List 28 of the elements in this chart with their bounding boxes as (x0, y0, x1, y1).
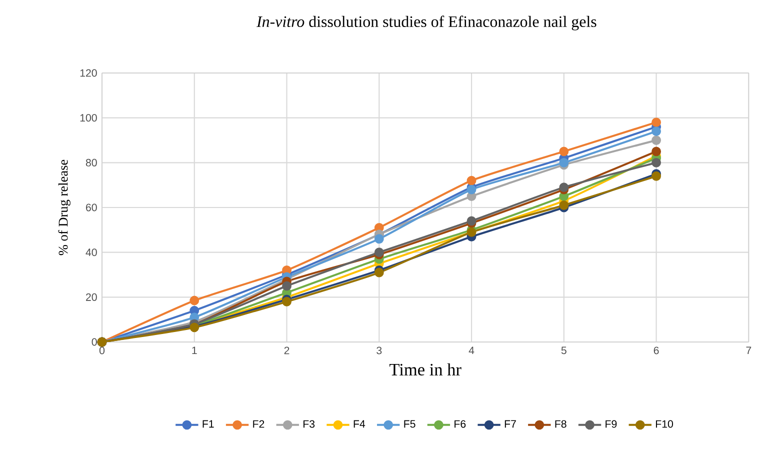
y-tick-label: 40 (86, 248, 97, 256)
x-tick-label: 6 (654, 346, 659, 354)
legend-label: F8 (555, 420, 566, 428)
x-tick-label: 4 (468, 346, 474, 354)
legend-label: F6 (454, 420, 466, 428)
x-tick-label: 2 (284, 346, 290, 354)
x-tick-label: 5 (561, 346, 566, 354)
legend-label: F4 (354, 420, 366, 428)
legend-label: F5 (404, 420, 416, 428)
legend-label: F7 (504, 420, 516, 428)
x-tick-label: 3 (376, 346, 382, 354)
chart-title: In-vitro dissolution studies of Efinaconazole nail gels (256, 16, 596, 30)
x-tick-label: 1 (192, 346, 197, 354)
legend-label: F10 (656, 420, 674, 428)
legend-label: F2 (253, 420, 264, 428)
x-tick-label: 7 (746, 346, 752, 354)
legend-label: F1 (202, 420, 214, 428)
x-axis-title: Time in hr (390, 363, 462, 376)
y-tick-label: 80 (86, 158, 97, 166)
y-tick-label: 100 (80, 114, 97, 122)
y-tick-label: 20 (86, 293, 97, 301)
legend-label: F9 (606, 420, 617, 428)
y-axis-title: % of Drug release (58, 160, 70, 256)
y-tick-label: 60 (86, 204, 97, 212)
legend-label: F3 (304, 420, 315, 428)
x-tick-label: 0 (99, 346, 105, 354)
y-tick-label: 0 (92, 338, 97, 346)
y-tick-label: 120 (80, 69, 97, 77)
